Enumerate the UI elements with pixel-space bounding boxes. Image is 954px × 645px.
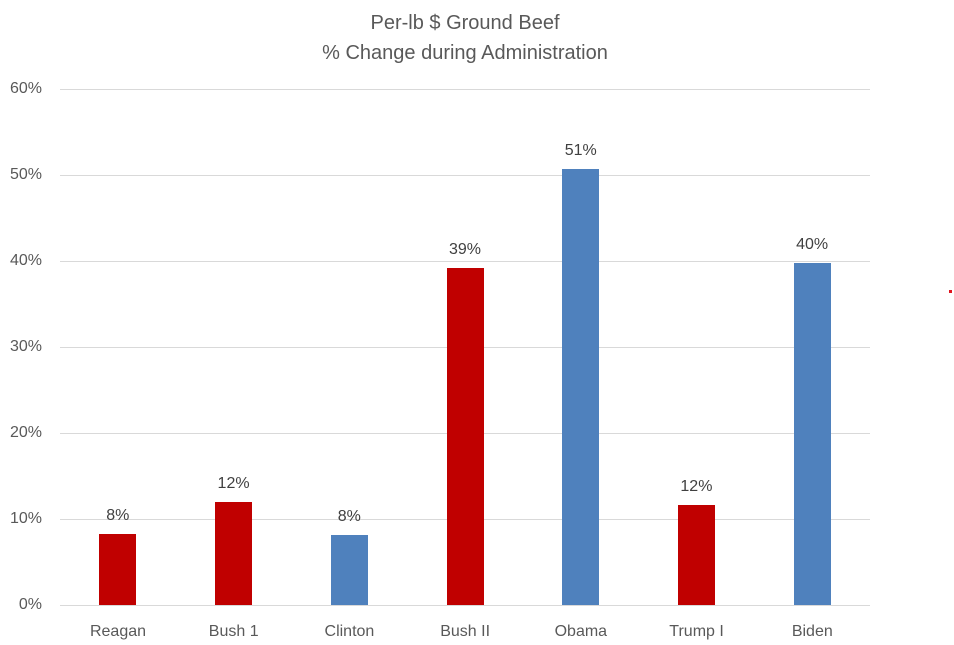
y-tick-label: 30% xyxy=(9,338,42,355)
gridline xyxy=(60,261,870,262)
bar-bush-1 xyxy=(215,501,253,605)
x-tick-label: Obama xyxy=(554,623,608,640)
chart-title-line-1: Per-lb $ Ground Beef xyxy=(370,12,560,34)
y-tick-label: 20% xyxy=(9,424,42,441)
y-tick-label: 50% xyxy=(9,166,42,183)
data-label: 40% xyxy=(796,235,829,253)
bar-reagan xyxy=(99,534,137,605)
x-tick-label: Trump I xyxy=(669,623,724,640)
bar-obama xyxy=(562,168,600,605)
data-label: 51% xyxy=(564,141,597,159)
x-tick-label: Bush II xyxy=(440,623,491,640)
y-tick-label: 0% xyxy=(18,596,42,613)
bar-biden xyxy=(793,262,831,605)
stray-marker xyxy=(949,290,952,293)
data-label: 8% xyxy=(337,508,361,526)
data-label: 8% xyxy=(106,507,130,525)
x-tick-label: Clinton xyxy=(324,623,375,640)
x-tick-label: Reagan xyxy=(89,623,147,640)
y-tick-label: 40% xyxy=(9,252,42,269)
data-label: 12% xyxy=(680,478,713,496)
bar-clinton xyxy=(330,535,368,605)
gridline xyxy=(60,605,870,606)
bar-bush-ii xyxy=(446,267,484,605)
data-label: 39% xyxy=(448,240,482,258)
x-tick-label: Biden xyxy=(791,623,833,640)
x-tick-label: Bush 1 xyxy=(208,623,259,640)
y-tick-label: 60% xyxy=(9,80,42,97)
plot-area: 8% 12% 8% 39% 51% 12% 40% xyxy=(60,89,870,606)
chart-subtitle: % Change during Administration xyxy=(322,42,608,64)
chart-title: Per-lb $ Ground Beef % Change during Adm… xyxy=(60,8,870,68)
gridline xyxy=(60,89,870,90)
bar-trump-i xyxy=(677,505,715,605)
data-label: 12% xyxy=(217,474,250,492)
gridline xyxy=(60,175,870,176)
y-tick-label: 10% xyxy=(9,510,42,527)
